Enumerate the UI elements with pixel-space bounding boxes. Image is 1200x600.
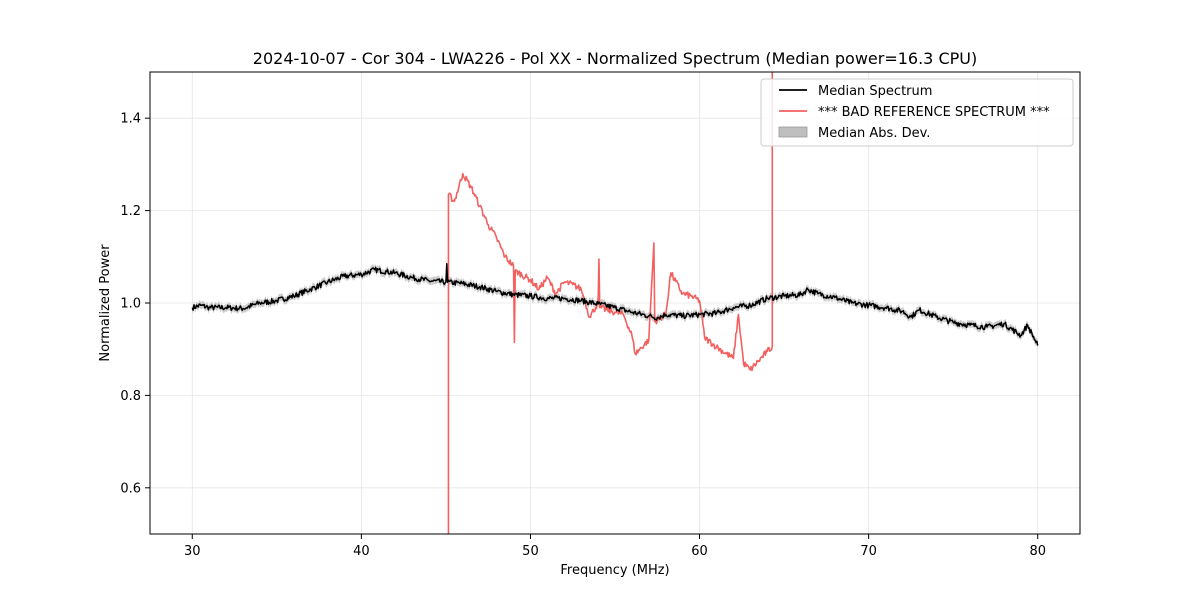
plot-area (191, 72, 1039, 534)
legend-box (760, 78, 1074, 147)
median-spectrum-line (191, 262, 1039, 346)
legend: Median Spectrum *** BAD REFERENCE SPECTRU… (760, 78, 1074, 147)
x-axis-label: Frequency (MHz) (560, 563, 669, 578)
y-tick-label: 1.0 (120, 297, 141, 312)
chart-title: 2024-10-07 - Cor 304 - LWA226 - Pol XX -… (253, 49, 977, 68)
x-tick-label: 80 (1029, 544, 1046, 559)
x-tick-label: 60 (691, 544, 708, 559)
y-axis: 0.6 0.8 1.0 1.2 1.4 (120, 112, 150, 496)
x-tick-label: 40 (353, 544, 370, 559)
x-tick-label: 50 (522, 544, 539, 559)
legend-label: *** BAD REFERENCE SPECTRUM *** (818, 105, 1050, 120)
x-tick-label: 70 (860, 544, 877, 559)
y-tick-label: 0.6 (120, 481, 141, 496)
median-abs-dev-band (192, 260, 1038, 350)
y-tick-label: 1.4 (120, 112, 141, 127)
legend-swatch-patch (778, 126, 808, 138)
bad-reference-spectrum-line (447, 72, 774, 534)
y-tick-label: 0.8 (120, 389, 141, 404)
y-tick-label: 1.2 (120, 204, 141, 219)
legend-label: Median Abs. Dev. (818, 126, 930, 141)
y-axis-label: Normalized Power (98, 244, 113, 362)
x-axis: 30 40 50 60 70 80 (184, 534, 1046, 559)
legend-label: Median Spectrum (818, 84, 932, 99)
x-tick-label: 30 (184, 544, 201, 559)
